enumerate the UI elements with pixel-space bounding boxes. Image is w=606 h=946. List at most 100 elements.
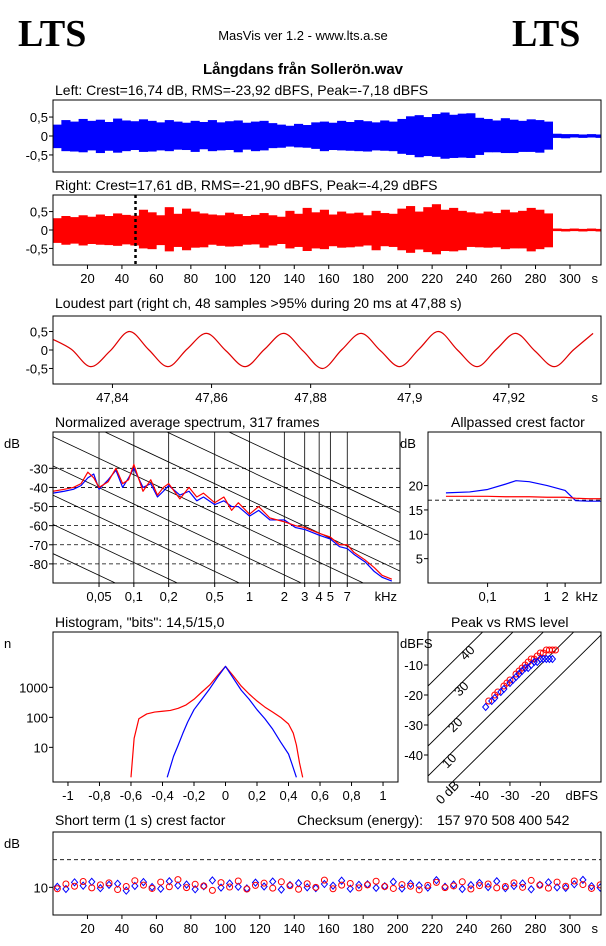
waveform-segment [406,206,416,253]
waveform-segment [69,121,80,152]
waveform-segment [95,119,105,154]
waveform-segment [242,216,252,245]
data-point [217,883,225,892]
data-point [406,879,415,889]
data-point [251,881,259,889]
data-point [545,654,554,664]
data-point [485,697,493,705]
waveform-segment [440,112,450,159]
data-point [71,882,79,890]
data-point [157,884,165,893]
data-point [570,877,578,885]
waveform-segment [569,134,579,138]
data-point [519,883,527,891]
data-point [467,880,475,890]
data-point [312,883,320,891]
data-point [208,876,217,885]
waveform-segment [225,121,235,151]
data-point [355,884,363,892]
data-point [372,877,380,885]
x-tick-label: 0,2 [248,788,266,803]
crest-line [428,632,544,747]
y-tick-label: 100 [26,710,48,725]
waveform-segment [328,214,338,247]
waveform-segment [561,134,571,139]
waveform-segment [414,211,424,250]
data-point [226,883,234,891]
x-tick-label: 140 [283,271,305,286]
x-tick-label: 47,92 [493,390,526,405]
waveform-segment [61,216,71,245]
x-tick-label: 100 [214,271,236,286]
waveform-segment [199,213,209,248]
waveform-segment [414,115,424,158]
data-point [562,882,570,890]
chart-title: Loudest part (right ch, 48 samples >95% … [55,295,462,311]
x-tick-label: 1 [246,589,253,604]
waveform-segment [233,120,243,153]
data-point [269,877,277,886]
waveform-segment [259,213,269,248]
waveform-segment [492,120,502,153]
waveform-segment [388,121,398,152]
data-point [544,884,552,892]
data-point [122,886,130,895]
y-tick-label: 0 [41,343,48,358]
waveform-segment [561,228,571,232]
x-tick-label: 47,9 [397,390,422,405]
crest-line-label: 30 [451,678,472,699]
data-point [548,654,557,664]
logo: LTS [512,13,580,55]
slope-guide [228,432,400,514]
x-tick-label: 0,1 [479,589,497,604]
x-tick-label: 80 [184,921,198,936]
x-tick-label: 220 [421,271,443,286]
plot-area [53,330,594,370]
data-point [579,875,587,885]
y-tick-label: -50 [29,500,48,515]
y-tick-label: 20 [409,479,423,494]
waveform-segment [138,209,149,249]
y-tick-label: 15 [409,503,423,518]
x-tick-label: 60 [149,271,163,286]
x-tick-label: 0,4 [279,788,297,803]
crest-line [451,634,601,782]
waveform-segment [311,122,321,149]
x-axis-unit: kHz [576,589,598,604]
data-point [539,654,547,664]
plot-area [53,204,601,255]
data-point [165,876,173,886]
x-tick-label: 3 [301,589,308,604]
data-point [320,876,328,884]
x-axis-unit: dBFS [565,788,598,803]
y-tick-label: -70 [29,538,48,553]
data-point [294,878,303,888]
data-point [217,879,225,887]
data-point [88,877,96,887]
y-axis-label: n [4,636,11,651]
data-point [407,882,415,890]
waveform-segment [362,215,373,246]
data-point [105,879,113,887]
data-point [295,885,303,893]
data-point [450,882,458,890]
waveform-segment [509,212,519,249]
x-tick-label: -20 [531,788,550,803]
data-point [484,880,492,888]
data-point [96,881,104,889]
x-tick-label: 260 [490,921,512,936]
data-point [234,882,242,892]
data-point [475,878,484,888]
chart-title: Histogram, "bits": 14,5/15,0 [55,614,225,630]
y-tick-label: -40 [29,480,48,495]
waveform-segment [535,209,545,250]
y-tick-label: -20 [404,688,423,703]
y-tick-label: -30 [29,461,48,476]
waveform-segment [138,119,149,152]
data-point [131,881,139,891]
data-point [530,657,538,667]
series-line [53,330,594,370]
waveform-segment [216,122,226,151]
x-tick-label: 0,5 [206,589,224,604]
